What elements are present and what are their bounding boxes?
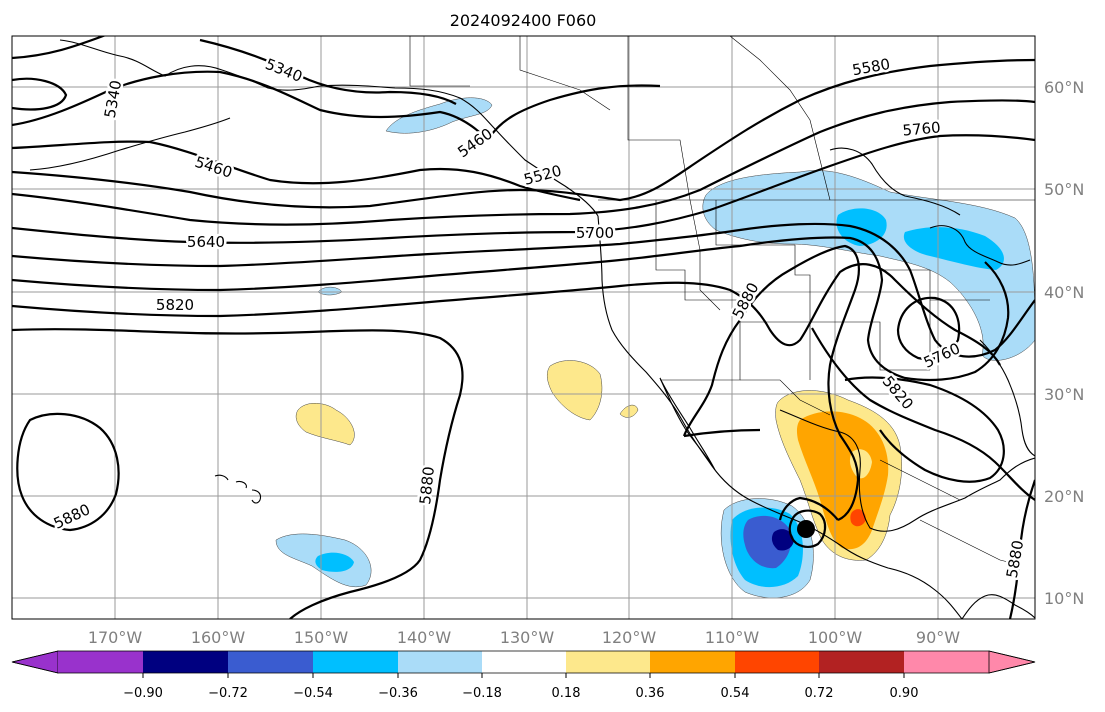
contour-5880-pacific bbox=[12, 328, 464, 619]
colorbar-tick-label: 0.72 bbox=[805, 686, 834, 701]
contour-5880-east bbox=[682, 244, 860, 522]
colorbar-segment bbox=[398, 651, 482, 673]
colorbar-tick-label: −0.18 bbox=[462, 686, 502, 701]
lon-label: 120°W bbox=[602, 628, 657, 647]
fill-negative-light-gulf-alaska bbox=[385, 97, 493, 134]
lon-label: 130°W bbox=[500, 628, 555, 647]
coastline-gulf-mexico bbox=[779, 409, 1035, 532]
lat-label: 50°N bbox=[1044, 180, 1084, 199]
colorbar: −0.90 −0.72 −0.54 −0.36 −0.18 0.18 0.36 … bbox=[11, 650, 1036, 701]
latitude-labels: 60°N 50°N 40°N 30°N 20°N 10°N bbox=[1044, 78, 1084, 608]
longitude-labels: 170°W 160°W 150°W 140°W 130°W 120°W 110°… bbox=[88, 628, 960, 647]
colorbar-segment bbox=[228, 651, 313, 673]
fill-negative-darkest-mexico bbox=[771, 529, 794, 551]
contour-5520 bbox=[12, 58, 1035, 209]
contour-label: 5640 bbox=[187, 233, 225, 251]
figure-title: 2024092400 F060 bbox=[450, 11, 597, 30]
lon-label: 100°W bbox=[808, 628, 863, 647]
contour-label: 5760 bbox=[902, 118, 942, 139]
lon-label: 110°W bbox=[705, 628, 760, 647]
coastline-hawaii bbox=[214, 474, 262, 504]
colorbar-outline bbox=[11, 650, 1036, 674]
lat-label: 60°N bbox=[1044, 78, 1084, 97]
colorbar-ticks bbox=[142, 673, 905, 678]
contour-5700 bbox=[12, 222, 1035, 358]
fill-negative-medium-canada bbox=[836, 208, 887, 246]
lat-label: 10°N bbox=[1044, 589, 1084, 608]
colorbar-tick-label: 0.54 bbox=[721, 686, 750, 701]
colorbar-segment bbox=[904, 651, 989, 673]
lon-label: 170°W bbox=[88, 628, 143, 647]
colorbar-under-arrow bbox=[11, 650, 59, 674]
contour-5880-gulf-high bbox=[844, 376, 1005, 483]
fill-negative-dark-mexico bbox=[743, 515, 792, 569]
colorbar-over-arrow bbox=[988, 650, 1036, 674]
fill-positive-light-pacific-west bbox=[295, 403, 355, 446]
contour-5340-alaska bbox=[12, 36, 457, 105]
contour-5580 bbox=[12, 99, 1035, 226]
lat-label: 40°N bbox=[1044, 283, 1084, 302]
lat-label: 20°N bbox=[1044, 487, 1084, 506]
fill-positive-strong-mexico bbox=[850, 509, 866, 527]
fill-positive-light-inner bbox=[849, 449, 872, 479]
fill-positive-medium-mexico-gulf bbox=[796, 411, 889, 550]
coastline-central-america bbox=[961, 594, 1035, 619]
coastline-baja bbox=[659, 377, 716, 471]
colorbar-tick-label: 0.90 bbox=[890, 686, 919, 701]
fill-positive-light-baja bbox=[547, 360, 603, 421]
contour-5640 bbox=[12, 134, 1035, 244]
map-panel: 5340 5340 5460 5460 5520 5580 5640 5700 … bbox=[11, 35, 1084, 647]
colorbar-segment bbox=[313, 651, 398, 673]
contour-5460 bbox=[12, 84, 661, 202]
fill-negative-medium-hawaii bbox=[315, 552, 354, 572]
lon-label: 140°W bbox=[397, 628, 452, 647]
lat-label: 30°N bbox=[1044, 385, 1084, 404]
coastline-west-us bbox=[597, 215, 963, 619]
fill-negative-medium-great-lakes bbox=[903, 227, 1004, 270]
colorbar-tick-label: 0.18 bbox=[552, 686, 581, 701]
coastline-hudson bbox=[829, 147, 961, 216]
colorbar-tick-label: −0.90 bbox=[123, 686, 163, 701]
height-contours bbox=[12, 36, 1035, 619]
gridlines bbox=[12, 36, 1035, 619]
colorbar-segment bbox=[819, 651, 904, 673]
lon-label: 90°W bbox=[916, 628, 960, 647]
contour-5760-inner bbox=[896, 296, 961, 361]
coastline-great-lakes bbox=[929, 225, 1031, 266]
contour-5340-low bbox=[12, 77, 68, 111]
contour-5760 bbox=[12, 236, 1010, 382]
contour-5400 bbox=[12, 70, 489, 141]
storm-center-marker bbox=[797, 520, 815, 538]
colorbar-segment bbox=[482, 651, 566, 673]
colorbar-segment bbox=[143, 651, 228, 673]
colorbar-tick-label: −0.54 bbox=[293, 686, 333, 701]
map-frame bbox=[11, 35, 1036, 620]
colorbar-tick-label: −0.36 bbox=[378, 686, 418, 701]
contour-label: 5820 bbox=[156, 296, 194, 314]
contour-5880-far-east bbox=[1008, 479, 1035, 619]
colorbar-segment bbox=[650, 651, 735, 673]
colorbar-segment bbox=[58, 651, 143, 673]
lon-label: 150°W bbox=[294, 628, 349, 647]
colorbar-segment bbox=[735, 651, 819, 673]
contour-5880-west bbox=[16, 412, 120, 532]
colorbar-tick-label: 0.36 bbox=[636, 686, 665, 701]
coastline-aleutians bbox=[29, 117, 231, 171]
colorbar-segment bbox=[566, 651, 650, 673]
colorbar-tick-label: −0.72 bbox=[208, 686, 248, 701]
contour-storm-ring bbox=[788, 509, 827, 548]
contour-5880-east2 bbox=[683, 428, 839, 521]
contour-label: 5700 bbox=[576, 224, 614, 242]
coastlines bbox=[29, 39, 1035, 619]
lon-label: 160°W bbox=[191, 628, 246, 647]
